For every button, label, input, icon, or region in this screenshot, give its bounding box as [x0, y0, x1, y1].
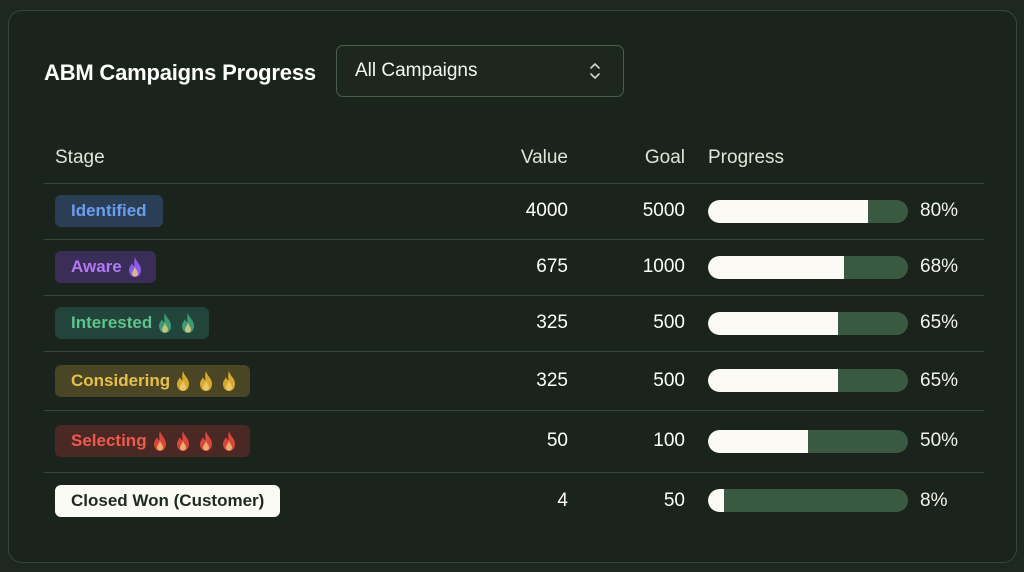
- progress-fill: [708, 489, 724, 513]
- stage-label: Closed Won (Customer): [71, 490, 265, 510]
- stage-label: Considering: [71, 370, 171, 390]
- table-row: Selecting 50 100 50%: [44, 410, 984, 473]
- progress-fill: [708, 255, 844, 279]
- table-row: Identified 4000 5000 80%: [44, 183, 984, 240]
- progress-percent: 80%: [920, 200, 959, 221]
- stage-cell: Closed Won (Customer): [44, 472, 474, 529]
- progress-bar: [708, 369, 908, 392]
- column-header-stage: Stage: [44, 134, 474, 184]
- stage-cell: Identified: [44, 183, 474, 240]
- flame-icon: [199, 431, 212, 451]
- table-header-row: Stage Value Goal Progress: [44, 134, 984, 184]
- progress-cell: 80%: [685, 183, 984, 240]
- progress-percent: 65%: [920, 312, 959, 333]
- progress-cell: 50%: [685, 410, 984, 473]
- goal-cell: 500: [568, 351, 685, 411]
- value-cell: 4: [557, 489, 568, 511]
- flame-icon: [200, 370, 213, 391]
- stage-cell: Interested: [44, 295, 474, 352]
- goal-cell: 1000: [568, 239, 685, 296]
- progress-bar: [708, 489, 908, 513]
- stage-cell: Selecting: [44, 410, 474, 473]
- flame-icon: [159, 313, 172, 333]
- stage-label: Aware: [71, 257, 122, 276]
- flame-icon: [153, 431, 166, 451]
- stage-badge: Considering: [55, 364, 251, 397]
- value-cell: 4000: [474, 183, 568, 240]
- progress-cell: 8%: [685, 472, 984, 529]
- progress-bar: [708, 199, 908, 223]
- column-header-progress: Progress: [685, 134, 984, 184]
- flame-icon: [182, 313, 195, 333]
- page-title: ABM Campaigns Progress: [44, 60, 316, 85]
- column-header-value: Value: [474, 134, 568, 184]
- table-row: Closed Won (Customer) 4 50 8%: [44, 472, 984, 529]
- goal-cell: 100: [568, 410, 685, 473]
- value-cell: 50: [474, 410, 568, 473]
- stages-table: Stage Value Goal Progress Identified 4000…: [44, 134, 984, 529]
- campaigns-progress-card: ABM Campaigns Progress All Campaigns Sta…: [8, 10, 1017, 563]
- progress-fill: [708, 369, 838, 392]
- flame-icon: [176, 431, 189, 451]
- goal-cell: 500: [568, 295, 685, 352]
- value-cell: 325: [474, 295, 568, 352]
- progress-percent: 8%: [920, 489, 948, 511]
- progress-fill: [708, 429, 808, 453]
- progress-fill: [708, 311, 838, 335]
- progress-fill: [708, 199, 868, 223]
- stage-badge: Selecting: [55, 425, 250, 457]
- stage-badge: Closed Won (Customer): [55, 484, 281, 517]
- flame-icon: [128, 257, 141, 277]
- progress-percent: 50%: [920, 430, 959, 451]
- progress-cell: 68%: [685, 239, 984, 296]
- goal-cell: 50: [663, 489, 685, 511]
- chevron-updown-icon: [590, 63, 600, 79]
- progress-bar: [708, 429, 908, 453]
- stage-label: Identified: [71, 201, 147, 220]
- campaign-filter-select[interactable]: All Campaigns: [336, 45, 624, 97]
- stage-badge: Aware: [55, 251, 156, 283]
- value-cell: 325: [474, 351, 568, 411]
- column-header-goal: Goal: [568, 134, 685, 184]
- progress-cell: 65%: [685, 351, 984, 411]
- progress-percent: 65%: [920, 369, 959, 391]
- progress-percent: 68%: [920, 256, 959, 277]
- value-cell: 675: [474, 239, 568, 296]
- progress-bar: [708, 311, 908, 335]
- flame-icon: [223, 370, 236, 391]
- stage-badge: Identified: [55, 195, 163, 227]
- progress-bar: [708, 255, 908, 279]
- stage-cell: Aware: [44, 239, 474, 296]
- flame-icon: [222, 431, 235, 451]
- table-row: Considering 325 500 65%: [44, 351, 984, 411]
- stage-label: Selecting: [71, 431, 147, 450]
- stage-badge: Interested: [55, 307, 210, 339]
- table-row: Interested 325 500 65%: [44, 295, 984, 352]
- campaign-filter-value: All Campaigns: [355, 60, 478, 81]
- stage-cell: Considering: [44, 351, 474, 411]
- goal-cell: 5000: [568, 183, 685, 240]
- stage-label: Interested: [71, 313, 153, 332]
- table-row: Aware 675 1000 68%: [44, 239, 984, 296]
- progress-cell: 65%: [685, 295, 984, 352]
- flame-icon: [177, 370, 190, 391]
